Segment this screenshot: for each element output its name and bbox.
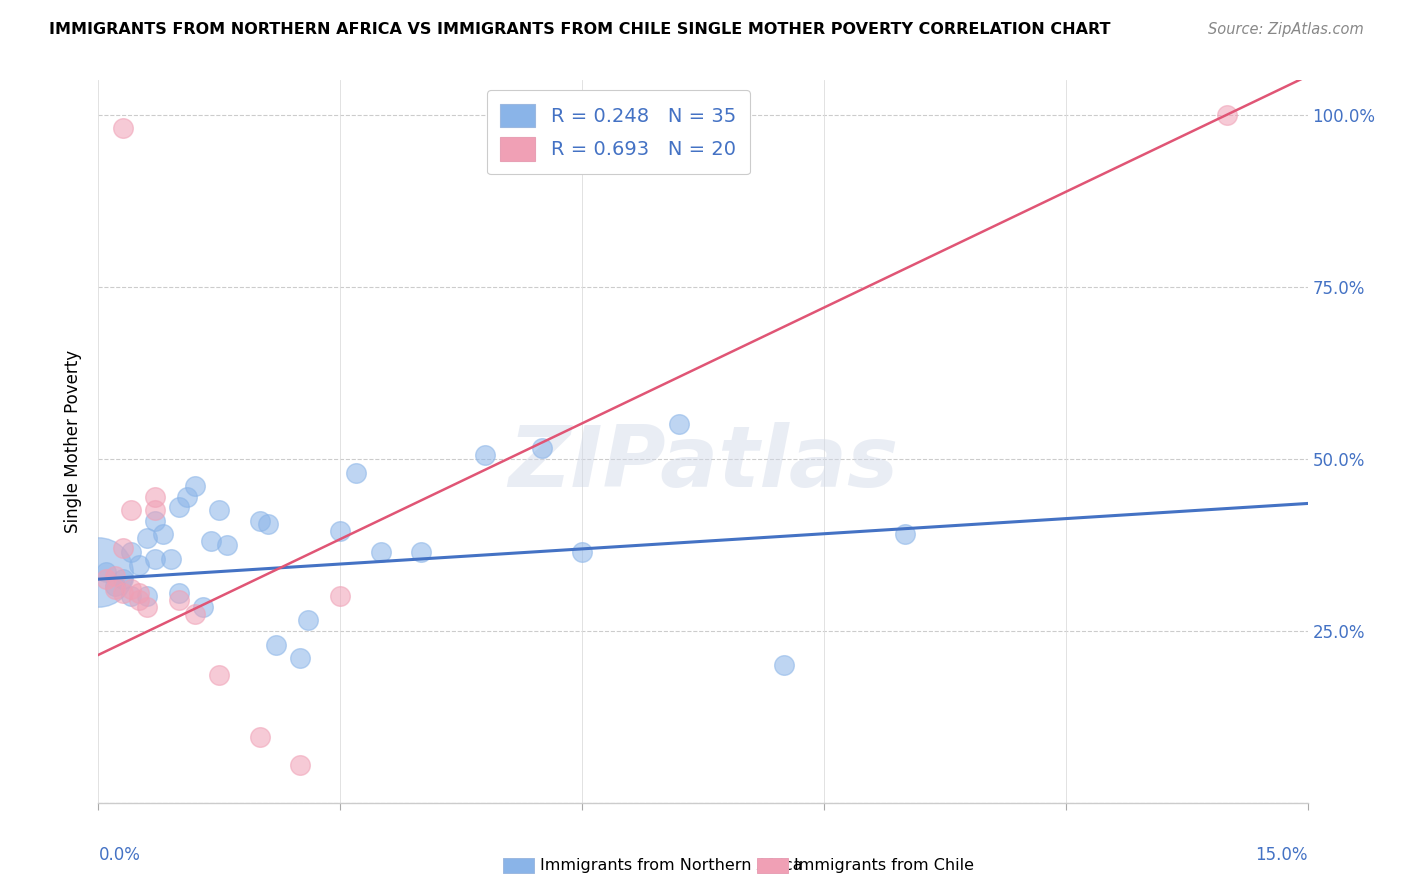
Point (297, 614, 319, 628)
Text: Source: ZipAtlas.com: Source: ZipAtlas.com (1208, 22, 1364, 37)
Point (288, 651, 311, 665)
Point (96, 566, 118, 580)
Point (160, 551, 183, 566)
Point (329, 590, 352, 604)
Point (249, 731, 271, 745)
Point (668, 417, 690, 432)
Point (143, 551, 166, 566)
Point (143, 514, 166, 528)
Point (128, 592, 150, 607)
Point (409, 544, 432, 558)
Point (208, 503, 231, 517)
Point (167, 586, 190, 600)
Point (530, 442, 553, 456)
Point (135, 599, 157, 614)
Point (120, 590, 142, 604)
Point (184, 479, 207, 493)
Point (111, 572, 134, 586)
Y-axis label: Single Mother Poverty: Single Mother Poverty (65, 350, 83, 533)
Point (344, 466, 367, 480)
Point (111, 586, 134, 600)
Text: ZIPatlas: ZIPatlas (508, 422, 898, 505)
Point (120, 582, 142, 597)
Point (249, 514, 271, 528)
Point (893, 527, 915, 541)
Point (176, 490, 198, 504)
Point (103, 568, 125, 582)
Point (103, 582, 125, 597)
Point (193, 599, 215, 614)
Point (1216, 108, 1239, 122)
Point (103, 579, 125, 593)
Point (167, 500, 190, 514)
Point (128, 558, 150, 573)
Point (120, 544, 142, 558)
Point (143, 490, 166, 504)
FancyBboxPatch shape (758, 858, 787, 873)
Point (143, 503, 166, 517)
Point (120, 503, 142, 517)
Point (96, 572, 118, 586)
Point (329, 524, 352, 538)
Point (370, 544, 392, 558)
Point (208, 668, 231, 682)
Point (128, 586, 150, 600)
Point (135, 531, 157, 545)
Text: Immigrants from Chile: Immigrants from Chile (793, 858, 974, 873)
Point (167, 592, 190, 607)
Legend: R = 0.248   N = 35, R = 0.693   N = 20: R = 0.248 N = 35, R = 0.693 N = 20 (486, 90, 749, 175)
Point (184, 607, 207, 621)
Point (217, 538, 239, 552)
Point (571, 544, 593, 558)
Text: Immigrants from Northern Africa: Immigrants from Northern Africa (540, 858, 803, 873)
Point (772, 658, 794, 673)
Point (200, 534, 222, 549)
Point (256, 517, 278, 532)
Point (474, 448, 496, 462)
Point (152, 527, 174, 541)
Text: 15.0%: 15.0% (1256, 847, 1308, 864)
Point (135, 590, 157, 604)
Text: IMMIGRANTS FROM NORTHERN AFRICA VS IMMIGRANTS FROM CHILE SINGLE MOTHER POVERTY C: IMMIGRANTS FROM NORTHERN AFRICA VS IMMIG… (49, 22, 1111, 37)
Point (111, 541, 134, 556)
Text: 0.0%: 0.0% (98, 847, 141, 864)
Point (111, 121, 134, 136)
FancyBboxPatch shape (503, 858, 534, 873)
Point (288, 758, 311, 772)
Point (264, 638, 287, 652)
Point (87, 566, 110, 580)
